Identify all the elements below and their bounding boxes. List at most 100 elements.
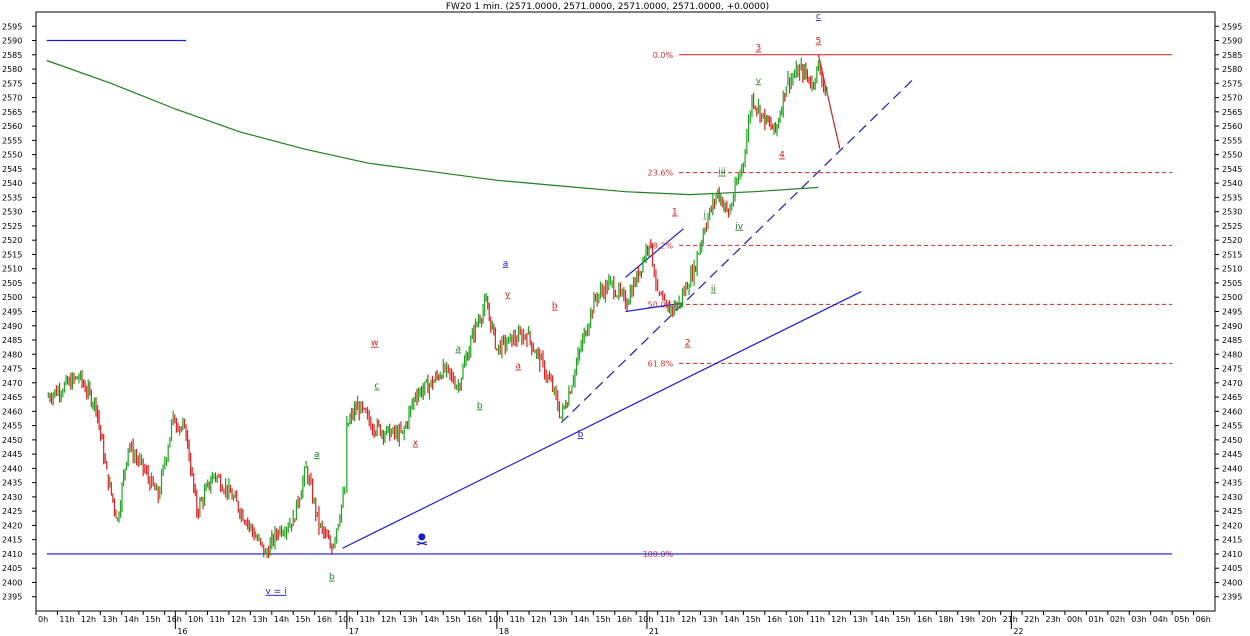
- x-tick-label: 02h: [1110, 615, 1125, 624]
- skull-marker-head: [418, 533, 426, 541]
- y-tick-label: 2450: [1222, 436, 1242, 445]
- wave-label: c: [816, 12, 821, 22]
- x-tick-label: 11h: [510, 615, 525, 624]
- x-tick-label: 12h: [231, 615, 246, 624]
- y-tick-label-left: 2500: [2, 293, 22, 302]
- moving-average-line: [46, 59, 819, 196]
- y-tick-label-left: 2440: [2, 464, 22, 473]
- wave-label: b: [552, 302, 558, 312]
- y-tick-label-left: 2415: [2, 536, 22, 545]
- y-tick-label-left: 2590: [2, 37, 22, 46]
- x-tick-label: 16h: [917, 615, 932, 624]
- wave-label: v: [756, 76, 762, 86]
- y-tick-label-left: 2435: [2, 479, 22, 488]
- y-tick-label: 2400: [1222, 578, 1242, 587]
- y-tick-label: 2565: [1222, 108, 1242, 117]
- y-tick-label-left: 2535: [2, 193, 22, 202]
- y-tick-label-left: 2430: [2, 493, 22, 502]
- x-tick-label: 15h: [595, 615, 610, 624]
- y-tick-label: 2430: [1222, 493, 1242, 502]
- skull-marker-bone: [416, 541, 428, 546]
- x-tick-label: 16h: [317, 615, 332, 624]
- x-tick-label: 12h: [381, 615, 396, 624]
- x-tick-label: 12h: [531, 615, 546, 624]
- y-tick-label: 2405: [1222, 564, 1242, 573]
- y-tick-label: 2585: [1222, 51, 1242, 60]
- x-tick-label: 10h: [638, 615, 653, 624]
- y-tick-label: 2545: [1222, 165, 1242, 174]
- y-tick-label-left: 2400: [2, 578, 22, 587]
- y-tick-label: 2550: [1222, 151, 1242, 160]
- wave-label: 3: [756, 44, 762, 54]
- x-tick-label: 11h: [660, 615, 675, 624]
- wave-label: a: [503, 259, 509, 269]
- y-tick-label-left: 2580: [2, 65, 22, 74]
- wave-label: 1: [672, 208, 678, 218]
- x-tick-label: 16h: [167, 615, 182, 624]
- y-tick-label: 2535: [1222, 193, 1242, 202]
- wave-label: iv: [735, 222, 744, 232]
- wave-label: b: [578, 430, 584, 440]
- x-tick-label: 15h: [145, 615, 160, 624]
- x-tick-label: 15h: [295, 615, 310, 624]
- wave-label: c: [374, 382, 379, 392]
- fib-level-label: 23.6%: [648, 169, 674, 178]
- y-tick-label-left: 2545: [2, 165, 22, 174]
- x-tick-label: 13h: [252, 615, 267, 624]
- wave-label: w: [371, 339, 378, 349]
- x-tick-label: 16h: [617, 615, 632, 624]
- x-tick-label: 13h: [402, 615, 417, 624]
- y-tick-label-left: 2465: [2, 393, 22, 402]
- y-tick-label-left: 2585: [2, 51, 22, 60]
- y-tick-label-left: 2395: [2, 593, 22, 602]
- y-tick-label: 2435: [1222, 479, 1242, 488]
- y-tick-label-left: 2550: [2, 151, 22, 160]
- x-tick-label: 10h: [188, 615, 203, 624]
- wave-label: a: [456, 344, 462, 354]
- x-tick-label: 23h: [1046, 615, 1061, 624]
- y-tick-label: 2555: [1222, 136, 1242, 145]
- y-tick-label-left: 2445: [2, 450, 22, 459]
- trendline: [560, 77, 916, 424]
- y-tick-label-left: 2525: [2, 222, 22, 231]
- y-tick-label-left: 2475: [2, 365, 22, 374]
- chart-title: FW20 1 min. (2571.0000, 2571.0000, 2571.…: [445, 2, 770, 12]
- x-tick-label: 13h: [853, 615, 868, 624]
- x-tick-label: 11h: [360, 615, 375, 624]
- y-tick-label-left: 2405: [2, 564, 22, 573]
- y-tick-label: 2415: [1222, 536, 1242, 545]
- y-tick-label: 2445: [1222, 450, 1242, 459]
- y-tick-label-left: 2495: [2, 308, 22, 317]
- x-tick-label: 05h: [1174, 615, 1189, 624]
- wave-label: y: [505, 290, 511, 300]
- x-tick-label: 10h: [488, 615, 503, 624]
- y-tick-label: 2395: [1222, 593, 1242, 602]
- x-tick-label: 14h: [724, 615, 739, 624]
- x-tick-label: 16h: [767, 615, 782, 624]
- y-tick-label: 2485: [1222, 336, 1242, 345]
- y-tick-label: 2410: [1222, 550, 1242, 559]
- skull-marker-icon: [416, 533, 428, 546]
- x-tick-label: 11h: [59, 615, 74, 624]
- y-tick-label: 2560: [1222, 122, 1242, 131]
- y-tick-label: 2480: [1222, 350, 1242, 359]
- y-tick-label-left: 2460: [2, 407, 22, 416]
- y-tick-label: 2515: [1222, 250, 1242, 259]
- x-tick-label: 11h: [810, 615, 825, 624]
- y-tick-label: 2575: [1222, 79, 1242, 88]
- trendline: [342, 290, 862, 549]
- x-tick-label: 12h: [831, 615, 846, 624]
- y-tick-label-left: 2520: [2, 236, 22, 245]
- x-tick-label: 0h: [38, 615, 48, 624]
- y-tick-label: 2475: [1222, 365, 1242, 374]
- y-tick-label-left: 2540: [2, 179, 22, 188]
- date-label: 17: [349, 627, 359, 636]
- y-tick-label: 2465: [1222, 393, 1242, 402]
- trendline: [625, 228, 684, 278]
- wave-label: 4: [779, 150, 785, 160]
- date-label: 16: [177, 627, 187, 636]
- y-tick-label: 2505: [1222, 279, 1242, 288]
- x-tick-label: 18h: [938, 615, 953, 624]
